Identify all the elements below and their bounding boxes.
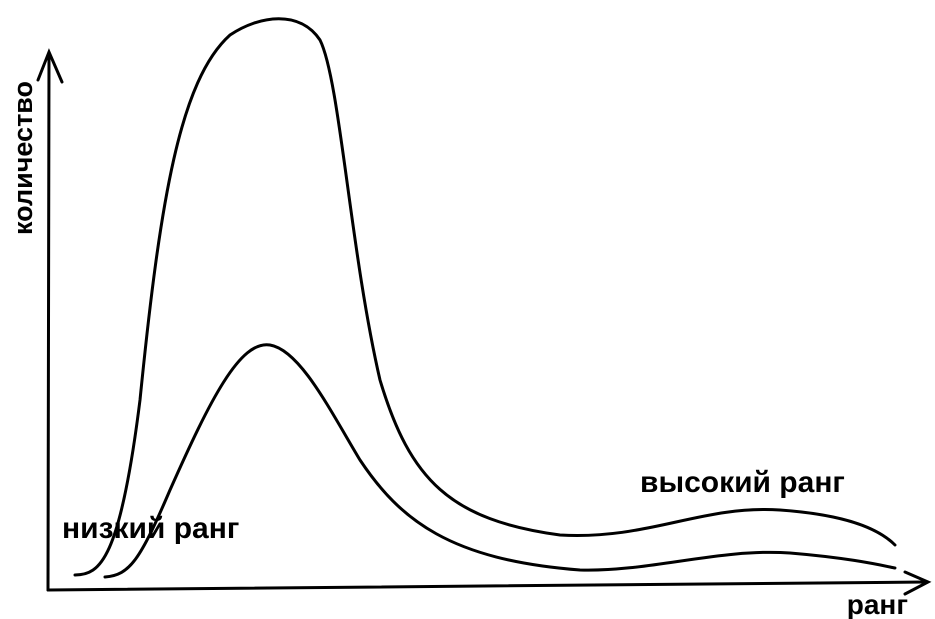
inner-curve bbox=[103, 343, 897, 579]
y-axis bbox=[46, 53, 51, 592]
outer-curve bbox=[73, 17, 897, 577]
x-axis-label: ранг bbox=[847, 589, 908, 619]
x-axis bbox=[46, 580, 927, 592]
x-axis-arrow bbox=[903, 570, 932, 596]
y-axis-label: количество bbox=[8, 81, 38, 235]
y-axis-arrow bbox=[36, 48, 64, 84]
annotation: низкий ранг bbox=[62, 512, 239, 545]
annotation: высокий ранг bbox=[640, 466, 845, 499]
axes bbox=[36, 48, 932, 596]
